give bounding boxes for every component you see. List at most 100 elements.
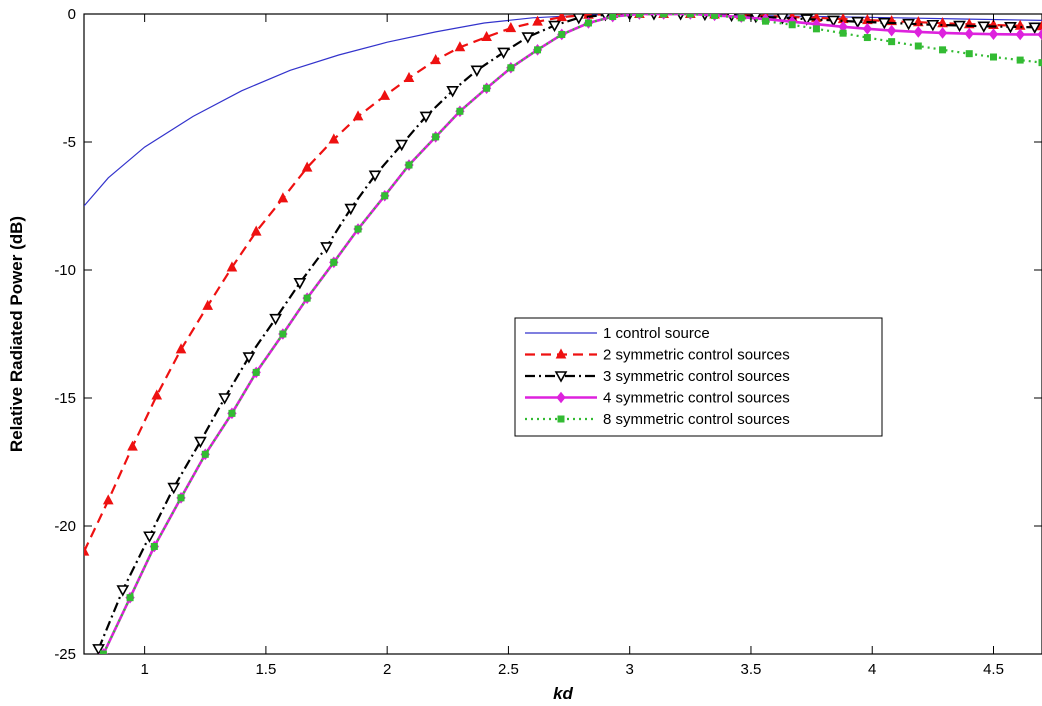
data-point [430,54,442,65]
legend-entry: 3 symmetric control sources [525,368,790,385]
data-point [151,389,163,400]
data-point [403,71,415,82]
data-point [839,29,847,37]
legend-label: 2 symmetric control sources [603,347,790,364]
data-point [939,46,947,54]
data-point [446,86,460,98]
legend-entry: 2 symmetric control sources [525,347,790,364]
data-point [902,18,915,31]
legend-marker [556,391,566,404]
data-point [250,225,262,236]
data-point [558,30,566,38]
data-point [812,25,820,33]
data-point [521,32,535,44]
series-5 [99,14,1042,654]
data-point [737,14,745,22]
data-point [914,42,922,50]
legend-marker [554,371,568,383]
data-point [328,133,340,144]
data-point [150,542,158,550]
data-point [532,15,543,26]
data-point [886,24,897,37]
data-point [776,14,789,25]
legend-label: 4 symmetric control sources [603,390,790,407]
data-point [788,21,796,29]
legend-marker [555,348,567,359]
data-point [1038,59,1042,67]
data-point [863,34,871,42]
data-point [470,65,484,77]
y-tick-label: -15 [54,390,76,407]
x-tick-label: 2 [383,661,391,678]
data-point [226,261,238,272]
data-point [279,330,287,338]
data-point [127,440,138,451]
data-point [497,47,510,60]
legend-entry: 1 control source [525,325,710,342]
data-point [609,14,617,21]
legend-label: 3 symmetric control sources [603,368,790,385]
data-point [483,84,491,92]
data-point [368,170,382,182]
legend-entry: 4 symmetric control sources [525,390,790,407]
data-point [116,585,130,597]
data-point [660,14,668,18]
data-point [800,14,814,26]
data-point [534,46,542,54]
data-point [99,650,107,654]
data-point [505,22,517,33]
data-point [293,277,307,290]
data-point [177,494,185,502]
data-point [202,299,214,310]
data-point [454,41,466,52]
data-point [201,450,209,458]
data-point [1037,28,1042,41]
data-point [635,14,643,18]
y-tick-label: -5 [63,134,76,151]
legend-label: 8 symmetric control sources [603,411,790,428]
data-point [228,409,236,417]
data-point [964,27,974,40]
data-point [711,14,719,20]
x-tick-label: 2.5 [498,661,519,678]
data-point [102,494,114,505]
data-point [686,14,694,18]
data-point [851,16,865,29]
data-point [1016,56,1024,64]
legend-label: 1 control source [603,325,710,342]
data-point [988,28,999,41]
series-3 [92,14,1042,654]
y-axis-label: Relative Radiated Power (dB) [7,216,26,452]
data-point [252,368,260,376]
data-point [277,192,289,203]
data-point [481,30,492,42]
data-point [301,161,313,172]
data-point [303,294,311,302]
series-line [102,14,1042,654]
data-point [556,14,568,22]
data-point [601,14,610,22]
axis-ticks: 1 1.5 2 2.5 3 3.5 4 4.5 0 -5 -10 -15 -20 -25 [54,6,1042,678]
data-point [953,20,966,33]
data-point [888,38,896,46]
x-tick-label: 3 [626,661,634,678]
data-point [913,26,923,38]
data-point [344,203,358,216]
x-tick-label: 1 [140,661,148,678]
data-point [862,23,873,35]
data-point [507,64,515,72]
data-point [126,594,134,602]
legend-marker [557,415,565,423]
data-point [1015,28,1025,41]
x-tick-label: 4 [868,661,876,678]
data-point [320,242,333,254]
y-tick-label: 0 [68,6,76,23]
legend-entry: 8 symmetric control sources [525,411,790,428]
data-point [92,644,105,654]
data-point [1036,20,1042,31]
data-point [584,19,592,27]
data-point [175,343,187,354]
data-point [1028,22,1042,34]
data-point [269,313,282,326]
data-point [242,352,256,364]
